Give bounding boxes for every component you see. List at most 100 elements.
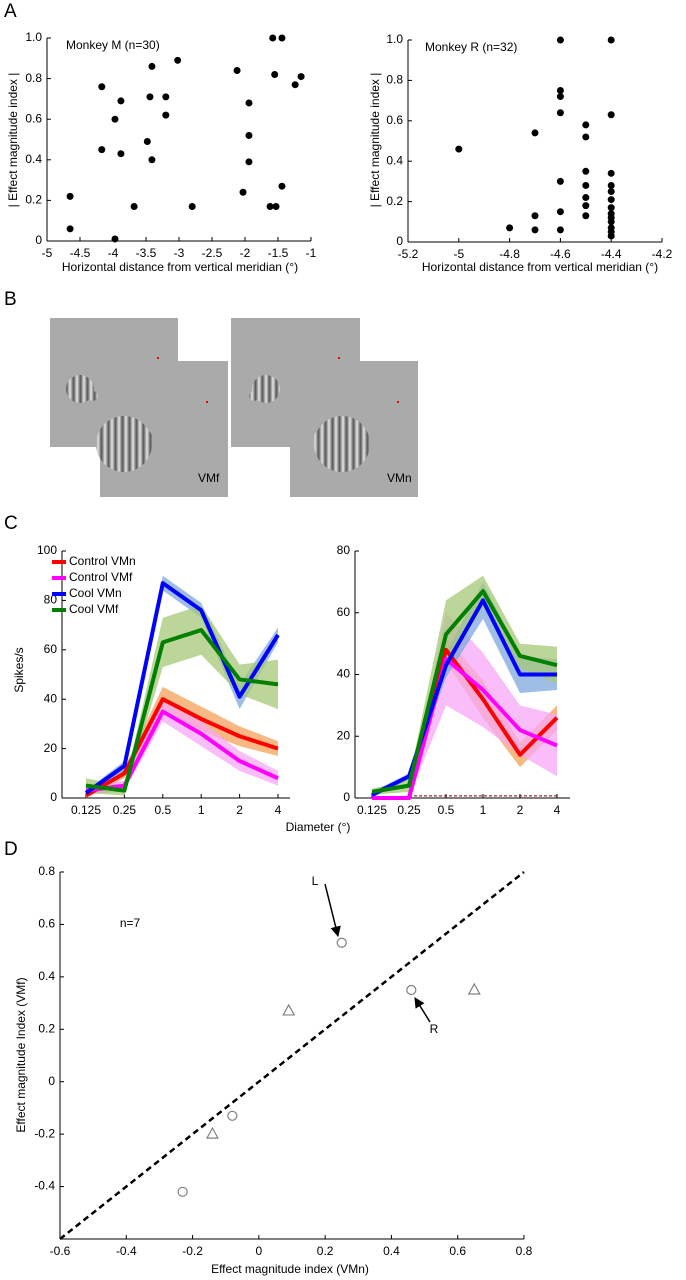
panel-label: A [4, 1, 17, 22]
y-tick-label: 80 [337, 543, 351, 557]
x-tick-label: 0 [256, 1244, 263, 1258]
panel-b-images [50, 318, 418, 497]
y-tick-label: 1.0 [386, 32, 403, 46]
y-tick-label: 0.4 [25, 152, 42, 166]
annotation: n=7 [120, 916, 141, 930]
line [85, 709, 279, 793]
point [582, 133, 590, 141]
point [146, 93, 154, 101]
point [607, 111, 615, 119]
arrow [324, 883, 341, 938]
y-tick-label: -0.4 [34, 1179, 55, 1193]
x-axis-label: Horizontal distance from vertical meridi… [62, 260, 298, 274]
point [531, 226, 539, 234]
x-tick-label: 4 [275, 803, 282, 817]
point [607, 204, 615, 212]
point [162, 111, 170, 119]
point [162, 93, 170, 101]
point [582, 167, 590, 175]
y-tick-label: -0.2 [34, 1126, 55, 1140]
y-tick-label: 0.2 [25, 193, 42, 207]
panel-label: B [4, 289, 17, 310]
y-axis-label: Effect magnitude Index (VMf) [14, 977, 28, 1132]
point [556, 93, 564, 101]
point [531, 129, 539, 137]
x-tick-label: -0.2 [182, 1244, 203, 1258]
point [227, 1110, 238, 1121]
line [85, 628, 279, 793]
y-tick-label: 0 [48, 1074, 55, 1088]
y-tick-label: 0 [35, 233, 42, 247]
point [233, 66, 241, 74]
x-tick-label: 0.25 [113, 803, 137, 817]
x-tick-label: -4 [108, 246, 119, 260]
point [117, 97, 125, 105]
x-tick-label: -0.4 [116, 1244, 137, 1258]
point [278, 34, 286, 42]
annotation: R [430, 1022, 439, 1036]
y-tick-label: 60 [337, 605, 351, 619]
x-axis-label: Horizontal distance from vertical meridi… [422, 260, 658, 274]
point [607, 188, 615, 195]
arrow [414, 997, 431, 1023]
point [266, 202, 274, 210]
point [455, 145, 463, 153]
point [148, 156, 156, 164]
point [143, 138, 151, 146]
y-tick-label: 0.4 [38, 969, 55, 983]
point [556, 226, 564, 234]
x-tick-label: -4.6 [550, 247, 571, 261]
point [282, 1003, 296, 1016]
legend-label: Cool VMn [69, 586, 122, 600]
y-tick-label: 0.2 [386, 194, 403, 208]
y-tick-label: 0.8 [38, 864, 55, 878]
y-tick-label: 100 [37, 543, 57, 557]
line [84, 581, 280, 795]
y-tick-label: 60 [44, 642, 58, 656]
x-tick-label: -3.5 [136, 246, 157, 260]
x-tick-label: 0.5 [154, 803, 171, 817]
line [371, 589, 558, 794]
x-tick-label: 0.125 [357, 803, 387, 817]
y-tick-label: 0.2 [38, 1021, 55, 1035]
x-axis-label: Diameter (°) [286, 820, 351, 834]
x-tick-label: -1.5 [268, 246, 289, 260]
y-tick-label: 0.6 [38, 917, 55, 931]
point [556, 36, 564, 44]
x-tick-label: -5.2 [398, 247, 419, 261]
panel-label: C [4, 513, 18, 534]
y-tick-label: 0.4 [386, 153, 403, 167]
line [371, 598, 557, 797]
point [582, 212, 590, 220]
point [111, 115, 119, 123]
x-tick-label: 0.5 [438, 803, 455, 817]
point [607, 181, 615, 189]
point [506, 224, 514, 232]
y-tick-label: 0.6 [386, 113, 403, 127]
x-tick-label: -5 [42, 246, 53, 260]
error-band [86, 701, 278, 796]
point [582, 121, 590, 129]
legend-label: Control VMf [69, 570, 133, 584]
x-tick-label: 1 [198, 803, 205, 817]
point [245, 131, 253, 139]
point [531, 212, 539, 220]
point [148, 62, 156, 70]
point [406, 984, 417, 996]
point [582, 202, 590, 210]
point [245, 158, 253, 166]
point [98, 146, 106, 154]
x-tick-label: -0.6 [50, 1244, 71, 1258]
x-tick-label: 2 [517, 803, 524, 817]
y-tick-label: 0 [396, 234, 403, 248]
x-axis-label: Effect magnitude index (VMn) [211, 1262, 369, 1276]
x-tick-label: 2 [236, 803, 243, 817]
point [269, 34, 277, 42]
y-axis-label: | Effect magnitude index | [368, 73, 382, 208]
x-tick-label: 0.125 [71, 803, 101, 817]
y-tick-label: 40 [44, 691, 58, 705]
x-tick-label: 0.25 [397, 803, 421, 817]
x-tick-label: 0.4 [383, 1244, 400, 1258]
